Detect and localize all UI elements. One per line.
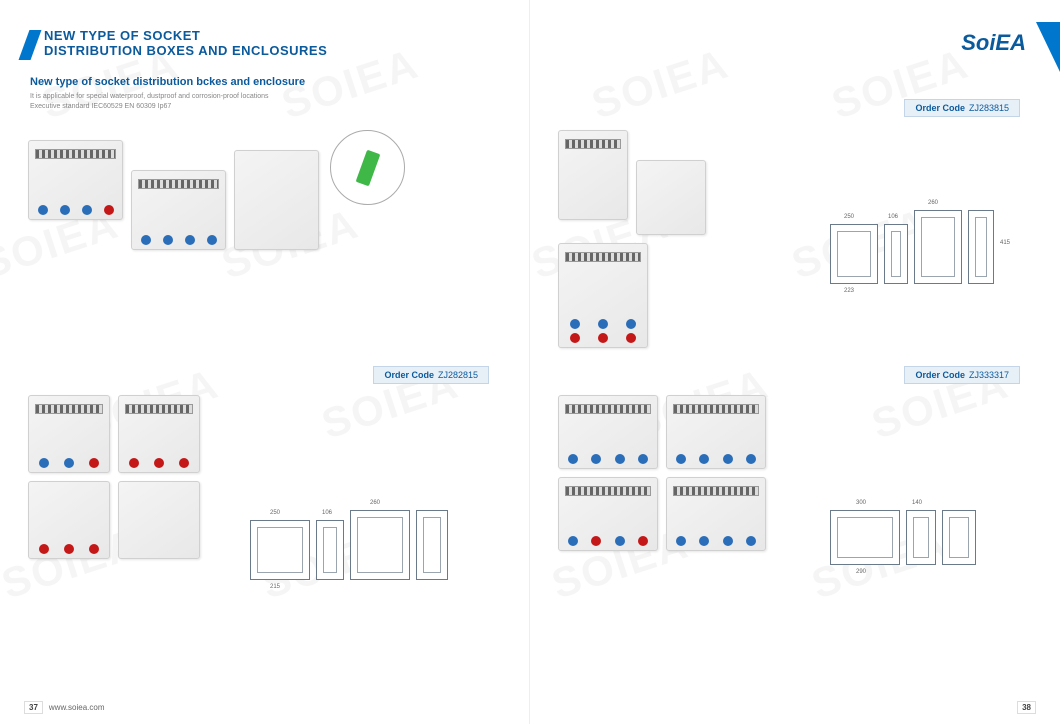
footer-url: www.soiea.com — [49, 703, 105, 712]
intro-desc-2: Executive standard IEC60529 EN 60309 Ip6… — [30, 102, 505, 112]
page-number: 37 — [24, 701, 43, 714]
green-clip-icon — [355, 149, 380, 186]
product-box — [28, 395, 110, 473]
title-line-2: DISTRIBUTION BOXES AND ENCLOSURES — [44, 43, 327, 58]
page-footer-right: 38 — [1017, 701, 1036, 714]
detail-callout — [330, 130, 405, 205]
product-box — [666, 395, 766, 469]
brand-triangle-icon — [1036, 22, 1060, 72]
product-box — [118, 395, 200, 473]
product-box — [558, 395, 658, 469]
header-accent — [19, 30, 42, 60]
order-code-zj333317: Order CodeZJ333317 — [904, 366, 1020, 384]
product-box — [558, 477, 658, 551]
product-box — [28, 140, 123, 220]
intro-subhead: New type of socket distribution bckes an… — [30, 76, 505, 88]
product-box — [666, 477, 766, 551]
page-number: 38 — [1017, 701, 1036, 714]
page-footer-left: 37 www.soiea.com — [24, 701, 104, 714]
intro-desc-1: It is applicable for special waterproof,… — [30, 92, 505, 102]
product-box — [558, 243, 648, 348]
product-box — [28, 481, 110, 559]
product-box-open — [118, 481, 200, 559]
order-code-zj283815: Order CodeZJ283815 — [904, 99, 1020, 117]
page-header: NEW TYPE OF SOCKET DISTRIBUTION BOXES AN… — [24, 28, 505, 60]
title-line-1: NEW TYPE OF SOCKET — [44, 28, 327, 43]
product-box-open — [234, 150, 319, 250]
order-code-zj282815: Order CodeZJ282815 — [373, 366, 489, 384]
product-box-open — [636, 160, 706, 235]
product-box — [558, 130, 628, 220]
technical-drawings: 250 215 106 260 410 — [250, 510, 448, 580]
technical-drawings: 300 290 140 330 — [830, 510, 976, 565]
brand-logo: SoiEA — [961, 30, 1026, 56]
product-box — [131, 170, 226, 250]
technical-drawings: 250 223 106 200 260 410 415 — [830, 210, 994, 284]
